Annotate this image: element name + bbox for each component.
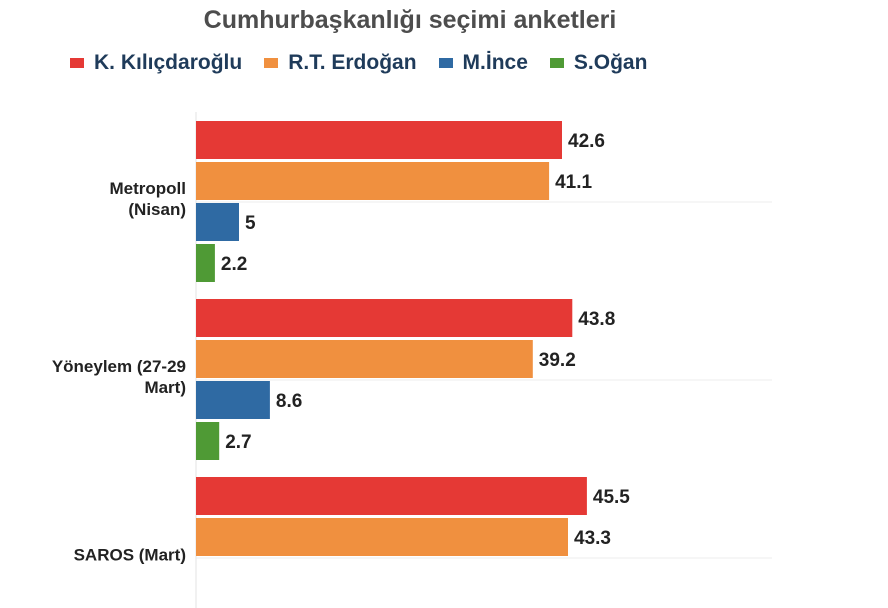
legend-swatch-erdogan: [264, 58, 279, 68]
bar-yoneylem-erdogan: [196, 340, 533, 378]
value-label-yoneylem-ince: 8.6: [276, 391, 302, 412]
bar-saros-kilicdaroglu: [196, 477, 587, 515]
group-label-metropoll-line-1: Metropoll: [110, 179, 187, 198]
bar-metropoll-ogan: [196, 244, 215, 282]
group-label-yoneylem-line-2: Mart): [144, 378, 186, 397]
bar-metropoll-ince: [196, 203, 239, 241]
group-label-saros-line-1: SAROS (Mart): [74, 546, 186, 565]
group-label-metropoll-line-2: (Nisan): [128, 200, 186, 219]
value-label-yoneylem-ogan: 2.7: [225, 432, 251, 453]
value-label-metropoll-kilicdaroglu: 42.6: [568, 131, 605, 152]
legend-label-ince: M.İnce: [462, 51, 528, 74]
legend-item-kilicdaroglu: K. Kılıçdaroğlu: [70, 51, 242, 75]
value-label-yoneylem-kilicdaroglu: 43.8: [578, 309, 615, 330]
value-label-yoneylem-erdogan: 39.2: [539, 350, 576, 371]
bar-yoneylem-ince: [196, 381, 270, 419]
legend-label-kilicdaroglu: K. Kılıçdaroğlu: [94, 51, 243, 74]
legend-item-erdogan: R.T. Erdoğan: [264, 51, 417, 75]
bar-yoneylem-kilicdaroglu: [196, 299, 573, 337]
legend: K. Kılıçdaroğlu R.T. Erdoğan M.İnce S.Oğ…: [70, 48, 647, 78]
value-label-metropoll-ogan: 2.2: [221, 254, 247, 275]
legend-item-ince: M.İnce: [438, 51, 528, 75]
value-label-saros-kilicdaroglu: 45.5: [593, 487, 630, 508]
bar-metropoll-kilicdaroglu: [196, 121, 562, 159]
legend-swatch-ince: [438, 58, 453, 68]
value-label-saros-erdogan: 43.3: [574, 528, 611, 549]
bar-metropoll-erdogan: [196, 162, 550, 200]
chart-title: Cumhurbaşkanlığı seçimi anketleri: [203, 6, 617, 34]
bar-yoneylem-ogan: [196, 422, 220, 460]
legend-label-erdogan: R.T. Erdoğan: [288, 51, 417, 74]
legend-label-ogan: S.Oğan: [573, 51, 648, 74]
legend-swatch-ogan: [549, 58, 564, 68]
legend-item-ogan: S.Oğan: [549, 51, 648, 75]
value-label-metropoll-erdogan: 41.1: [555, 172, 592, 193]
legend-swatch-kilicdaroglu: [70, 58, 84, 68]
bar-saros-erdogan: [196, 518, 568, 556]
group-label-yoneylem-line-1: Yöneylem (27-29: [52, 357, 186, 376]
value-label-metropoll-ince: 5: [245, 213, 256, 234]
